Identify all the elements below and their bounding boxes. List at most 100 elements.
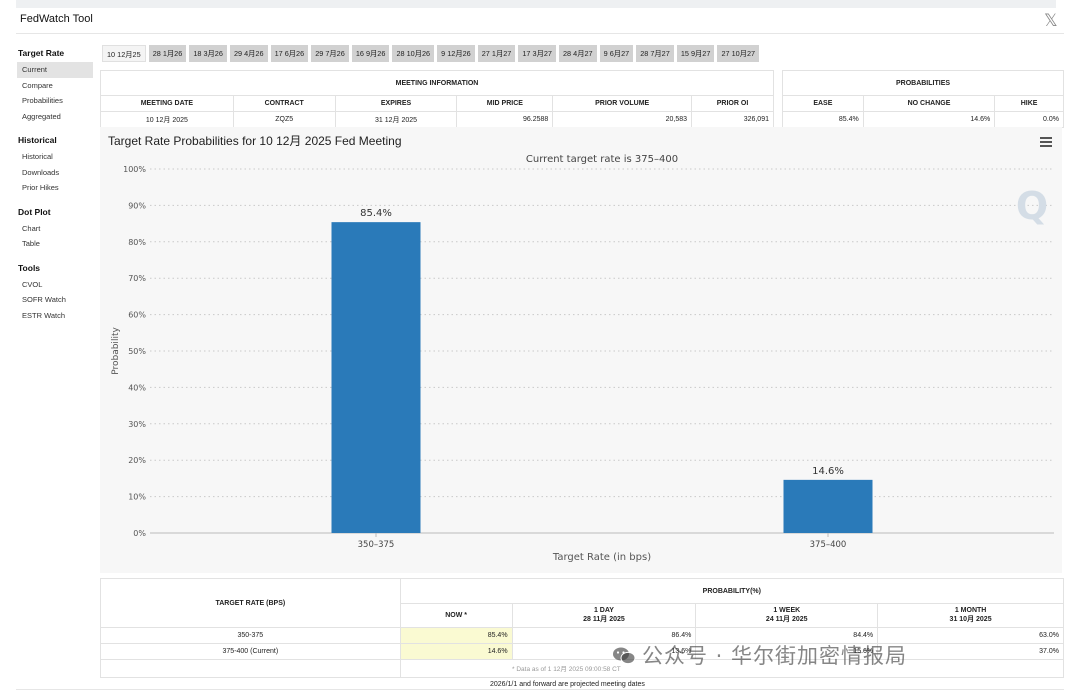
y-tick-label: 50%: [128, 347, 146, 356]
probability-group-header: PROBABILITY(%): [399, 578, 1065, 604]
y-tick-label: 90%: [128, 201, 146, 210]
y-axis-label: Probability: [111, 327, 121, 375]
wechat-watermark: 公众号 · 华尔街加密情报局: [612, 640, 907, 670]
tab-meeting-8[interactable]: 9 12月26: [437, 45, 475, 62]
contract-header: CONTRACT: [232, 95, 336, 112]
sidebar-item-estr-watch[interactable]: ESTR Watch: [22, 310, 66, 320]
tab-meeting-12[interactable]: 9 6月27: [599, 45, 634, 62]
now-header: NOW *: [399, 603, 513, 628]
y-tick-label: 30%: [128, 420, 146, 429]
projected-dates-note: 2026/1/1 and forward are projected meeti…: [490, 681, 645, 688]
table-row: 350-375 85.4% 86.4% 84.4% 63.0%: [100, 627, 1064, 644]
q-logo-icon: Q: [1016, 184, 1048, 228]
sidebar-item-historical[interactable]: Historical: [22, 152, 53, 161]
bar-375–400: [783, 479, 873, 533]
tab-meeting-11[interactable]: 28 4月27: [559, 45, 597, 62]
tab-meeting-10[interactable]: 17 3月27: [518, 45, 556, 62]
rate-cell: 375-400 (Current): [100, 643, 401, 660]
one-week-label: 1 WEEK: [773, 607, 801, 614]
tab-meeting-2[interactable]: 18 3月26: [189, 45, 227, 62]
hike-value: 0.0%: [994, 111, 1064, 128]
now-cell: 14.6%: [399, 643, 513, 660]
no-change-value: 14.6%: [862, 111, 996, 128]
one-month-header: 1 MONTH 31 10月 2025: [877, 603, 1064, 628]
tab-meeting-13[interactable]: 28 7月27: [636, 45, 674, 62]
expires-value: 31 12月 2025: [334, 111, 458, 128]
meeting-information-table: MEETING INFORMATION MEETING DATE CONTRAC…: [100, 70, 774, 128]
y-tick-label: 100%: [123, 165, 146, 174]
sidebar-heading: Target Rate: [18, 48, 65, 58]
one-day-header: 1 DAY 28 11月 2025: [511, 603, 697, 628]
tab-meeting-9[interactable]: 27 1月27: [477, 45, 516, 62]
bar-350–375: [331, 222, 421, 534]
one-week-date: 24 11月 2025: [765, 616, 808, 623]
y-tick-label: 10%: [128, 493, 146, 502]
now-cell: 85.4%: [399, 627, 513, 644]
tab-meeting-5[interactable]: 29 7月26: [311, 45, 349, 62]
x-tick-label: 375–400: [810, 540, 847, 550]
prior-volume-header: PRIOR VOLUME: [552, 95, 693, 112]
tab-meeting-15[interactable]: 27 10月27: [717, 45, 760, 62]
tab-meeting-4[interactable]: 17 6月26: [270, 45, 309, 62]
one-month-date: 31 10月 2025: [949, 616, 992, 623]
x-axis-label: Target Rate (in bps): [552, 552, 651, 563]
one-week-header: 1 WEEK 24 11月 2025: [695, 603, 879, 628]
top-strip: [0, 0, 1080, 8]
tab-meeting-3[interactable]: 29 4月26: [229, 45, 268, 62]
sidebar-heading: Dot Plot: [18, 206, 51, 217]
table-row: 375-400 (Current) 14.6% 13.6% 15.6% 37.0…: [100, 643, 1064, 660]
sidebar-item-downloads[interactable]: Downloads: [22, 167, 60, 177]
header-divider: [16, 33, 1064, 34]
probability-chart: Current target rate is 375–400 0% 10% 20% 30…: [100, 127, 1062, 573]
hike-header: HIKE: [994, 95, 1064, 112]
sidebar-item-chart[interactable]: Chart: [22, 223, 41, 233]
ease-value: 85.4%: [782, 111, 864, 128]
sidebar-item-aggregated[interactable]: Aggregated: [22, 111, 61, 121]
y-tick-label: 60%: [128, 311, 146, 320]
tab-meeting-1[interactable]: 28 1月26: [148, 45, 187, 62]
chart-menu-icon[interactable]: [1040, 137, 1052, 147]
bar-data-label: 85.4%: [360, 208, 392, 219]
y-tick-label: 20%: [128, 456, 146, 465]
sidebar-item-current[interactable]: Current: [17, 62, 93, 78]
x-logo-icon[interactable]: 𝕏: [1044, 11, 1058, 31]
sidebar-item-table[interactable]: Table: [22, 239, 40, 248]
prior-oi-header: PRIOR OI: [691, 95, 774, 112]
y-tick-label: 0%: [133, 529, 146, 538]
footer-divider: [16, 689, 1064, 690]
sidebar-item-cvol[interactable]: CVOL: [22, 279, 43, 289]
probabilities-heading: PROBABILITIES: [782, 70, 1064, 96]
probabilities-table: PROBABILITIES EASE NO CHANGE HIKE 85.4% …: [782, 70, 1064, 128]
sidebar-heading: Historical: [18, 135, 57, 145]
no-change-header: NO CHANGE: [862, 95, 996, 112]
meeting-date-value: 10 12月 2025: [100, 111, 234, 128]
chart-title: Target Rate Probabilities for 10 12月 202…: [108, 134, 402, 148]
sidebar-item-probabilities[interactable]: Probabilities: [22, 96, 63, 105]
prior-volume-value: 20,583: [552, 111, 693, 128]
meeting-date-tabs: 10 12月25 28 1月26 18 3月26 29 4月26 17 6月26 29 7…: [102, 45, 760, 62]
tab-meeting-6[interactable]: 16 9月26: [351, 45, 390, 62]
probability-history-table: TARGET RATE (BPS) PROBABILITY(%) NOW * 1…: [100, 578, 1065, 678]
tab-meeting-14[interactable]: 15 9月27: [676, 45, 715, 62]
sidebar-item-compare[interactable]: Compare: [22, 80, 53, 90]
tab-meeting-7[interactable]: 28 10月26: [392, 45, 435, 62]
rate-cell: 350-375: [100, 627, 401, 644]
sidebar-item-sofr-watch[interactable]: SOFR Watch: [22, 295, 66, 304]
wechat-icon: [613, 647, 636, 665]
tab-meeting-0[interactable]: 10 12月25: [102, 45, 146, 62]
prior-oi-value: 326,091: [691, 111, 774, 128]
data-timestamp-note: * Data as of 1 12月 2025 09:00:58 CT: [512, 666, 621, 673]
y-tick-label: 40%: [128, 383, 146, 392]
one-day-date: 28 11月 2025: [583, 616, 625, 623]
meeting-date-header: MEETING DATE: [100, 95, 234, 112]
ease-header: EASE: [782, 95, 864, 112]
meeting-info-heading: MEETING INFORMATION: [100, 70, 774, 96]
chart-subtitle: Current target rate is 375–400: [526, 154, 678, 165]
x-tick-label: 350–375: [358, 540, 395, 550]
watermark-text: 公众号 · 华尔街加密情报局: [642, 644, 908, 668]
target-rate-header: TARGET RATE (BPS): [100, 578, 401, 628]
sidebar: Target Rate Current Compare Probabilities Ag…: [17, 46, 97, 323]
sidebar-item-prior-hikes[interactable]: Prior Hikes: [22, 183, 59, 192]
mid-price-header: MID PRICE: [456, 95, 554, 112]
chart-svg: Current target rate is 375–400 0% 10% 20% 30…: [111, 154, 1054, 563]
